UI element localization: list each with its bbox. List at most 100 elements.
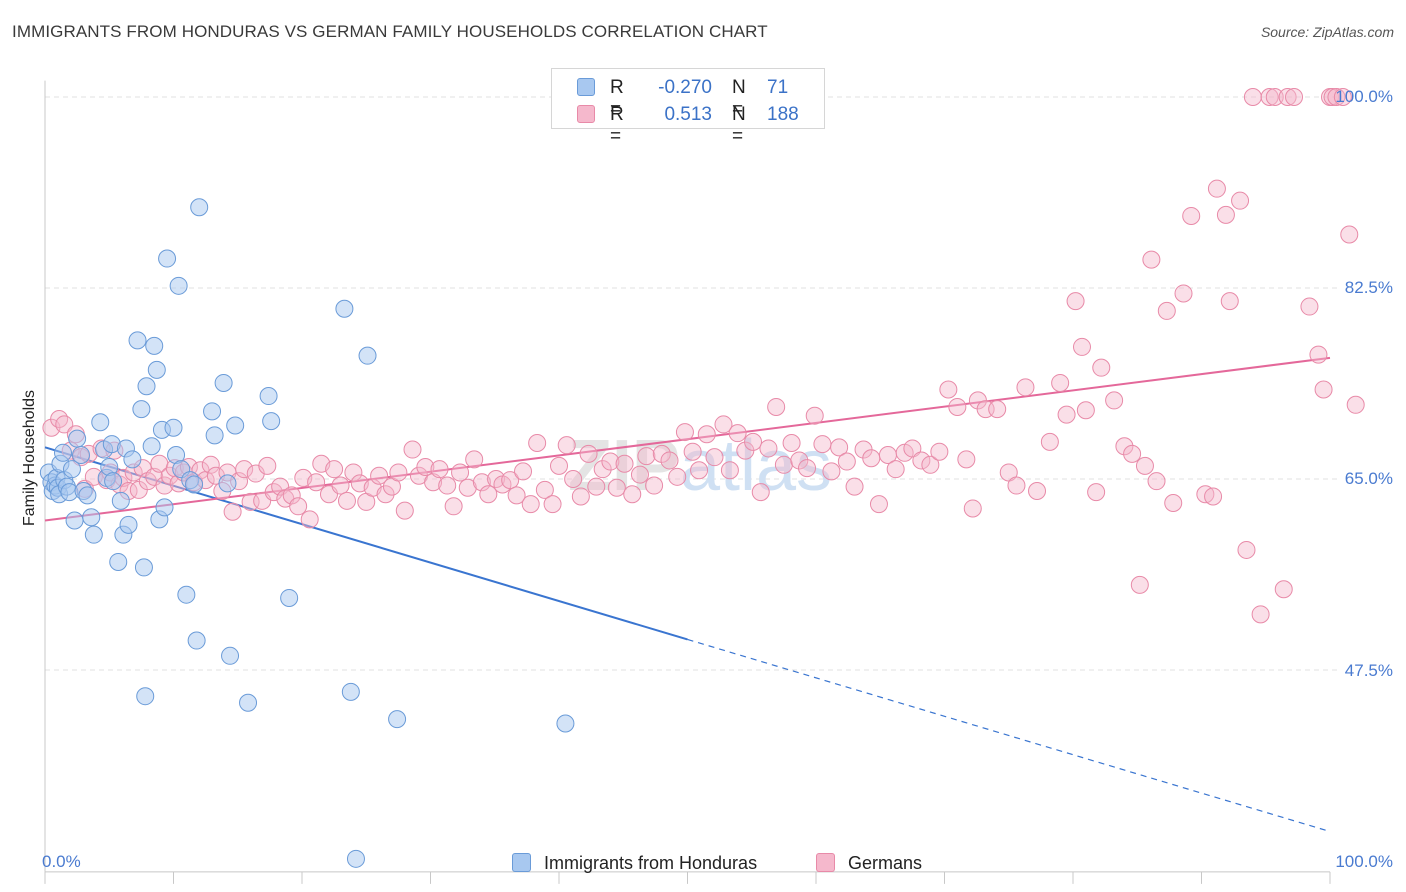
- germans-point: [1123, 444, 1142, 463]
- germans-point: [1007, 476, 1026, 495]
- germans-point: [1327, 88, 1346, 106]
- honduras-point: [346, 849, 365, 868]
- honduras-point: [280, 588, 299, 607]
- germans-point: [637, 447, 656, 466]
- germans-point: [337, 491, 356, 510]
- germans-point: [389, 463, 408, 482]
- honduras-point: [358, 346, 377, 365]
- legend-n-label: N =: [732, 77, 746, 120]
- germans-point: [543, 495, 562, 514]
- honduras-point: [388, 710, 407, 729]
- germans-point: [1285, 88, 1304, 106]
- germans-point: [1028, 482, 1047, 501]
- legend-n-value: 71: [767, 77, 789, 98]
- honduras-point: [214, 373, 233, 392]
- honduras-point: [335, 299, 354, 318]
- germans-point: [50, 409, 69, 428]
- germans-point: [501, 471, 520, 490]
- y-tick-label-100: 100.0%: [1335, 87, 1393, 106]
- honduras-point: [91, 413, 110, 432]
- germans-point: [660, 451, 679, 470]
- germans-point: [458, 478, 477, 497]
- germans-point: [1072, 337, 1091, 356]
- germans-point: [790, 451, 809, 470]
- honduras-point: [78, 486, 97, 505]
- honduras-point: [123, 450, 142, 469]
- germans-point: [1115, 437, 1134, 456]
- honduras-point: [104, 472, 123, 491]
- honduras-point: [147, 360, 166, 379]
- germans-point: [675, 423, 694, 442]
- y-tick-label-82-5: 82.5%: [1344, 278, 1393, 297]
- honduras-point: [142, 437, 161, 456]
- honduras-point: [134, 558, 153, 577]
- honduras-point: [65, 511, 84, 530]
- germans-point: [1243, 88, 1262, 106]
- germans-point: [1323, 88, 1342, 106]
- germans-point: [805, 406, 824, 425]
- honduras-point: [239, 693, 258, 712]
- honduras-point: [137, 377, 156, 396]
- germans-point: [258, 456, 277, 475]
- germans-point: [1333, 88, 1352, 106]
- germans-point: [587, 477, 606, 496]
- germans-point: [822, 462, 841, 481]
- germans-point: [1309, 345, 1328, 364]
- germans-point: [331, 476, 350, 495]
- germans-point: [223, 502, 242, 521]
- germans-point: [1220, 292, 1239, 311]
- germans-point: [430, 460, 449, 479]
- germans-point: [1016, 378, 1035, 397]
- germans-point: [376, 485, 395, 504]
- germans-point: [528, 433, 547, 452]
- honduras-point: [109, 552, 128, 571]
- chart-source: Source: ZipAtlas.com: [1260, 24, 1394, 40]
- germans-point: [1231, 191, 1250, 210]
- honduras-point: [111, 491, 130, 510]
- honduras-point: [262, 412, 281, 431]
- germans-point: [623, 485, 642, 504]
- germans-point: [507, 486, 526, 505]
- legend-n-value: 188: [767, 104, 799, 125]
- germans-point: [300, 510, 319, 529]
- honduras-point: [119, 515, 138, 534]
- honduras-point: [187, 631, 206, 650]
- honduras-point: [226, 416, 245, 435]
- germans-point: [514, 462, 533, 481]
- germans-point: [690, 461, 709, 480]
- germans-point: [601, 452, 620, 471]
- germans-point: [1207, 179, 1226, 198]
- germans-point: [1204, 487, 1223, 506]
- germans-point: [645, 476, 664, 495]
- honduras-trend-line: [44, 446, 688, 641]
- germans-point: [767, 397, 786, 416]
- germans-point: [1251, 605, 1270, 624]
- germans-point: [798, 459, 817, 478]
- germans-point: [862, 449, 881, 468]
- germans-point: [912, 451, 931, 470]
- honduras-point: [53, 443, 72, 462]
- honduras-point: [203, 402, 222, 421]
- honduras-point: [68, 429, 87, 448]
- germans-point: [774, 455, 793, 474]
- germans-point: [957, 450, 976, 469]
- germans-point: [813, 435, 832, 454]
- germans-point: [963, 499, 982, 518]
- germans-point: [1196, 485, 1215, 504]
- bottom-legend-label-honduras: Immigrants from Honduras: [544, 853, 758, 873]
- honduras-point: [185, 475, 204, 494]
- x-tick-label-max: 100.0%: [1335, 852, 1393, 871]
- germans-point: [948, 397, 967, 416]
- germans-point: [939, 380, 958, 399]
- germans-point: [289, 497, 308, 516]
- germans-point: [720, 461, 739, 480]
- honduras-point: [84, 525, 103, 544]
- germans-point: [1040, 432, 1059, 451]
- legend-r-label: R =: [610, 104, 624, 147]
- germans-point: [201, 455, 220, 474]
- germans-point: [444, 497, 463, 516]
- germans-point: [1174, 284, 1193, 303]
- honduras-point: [145, 336, 164, 355]
- germans-point: [697, 425, 716, 444]
- germans-point: [235, 460, 254, 479]
